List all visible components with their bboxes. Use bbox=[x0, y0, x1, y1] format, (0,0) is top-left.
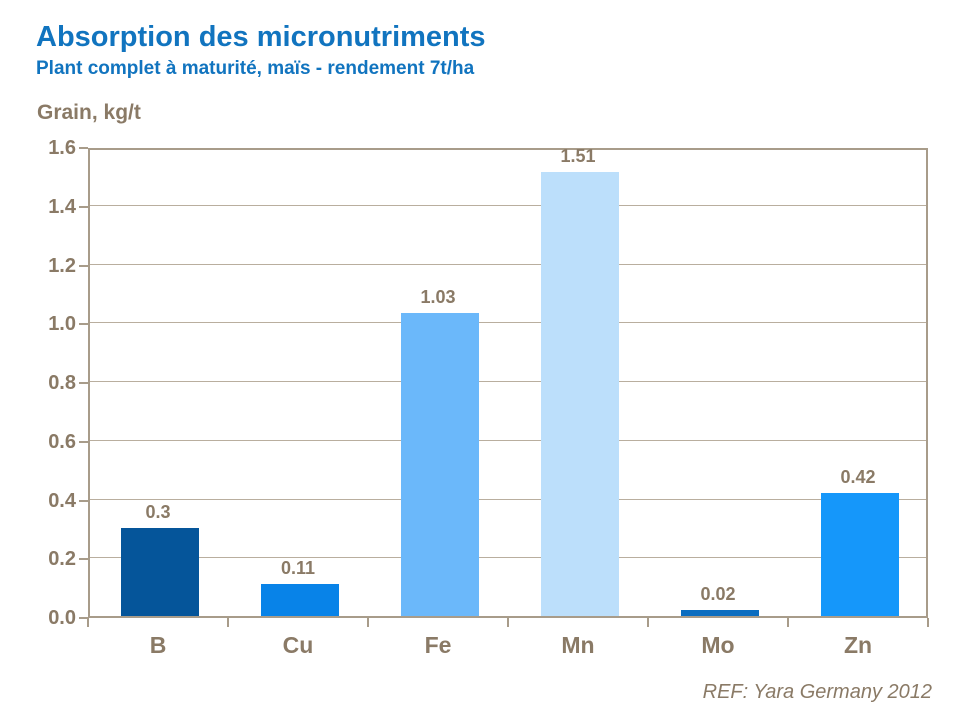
ytick-mark-0.8 bbox=[79, 382, 88, 384]
bar-Zn bbox=[821, 493, 899, 616]
bar-Fe bbox=[401, 313, 479, 616]
ytick-label-0.2: 0.2 bbox=[48, 548, 76, 571]
ytick-mark-1.0 bbox=[79, 323, 88, 326]
xtick-mark-5 bbox=[787, 618, 789, 627]
xcat-label-Cu: Cu bbox=[282, 632, 314, 658]
xcat-label-Mn: Mn bbox=[561, 632, 595, 658]
reference-text: REF: Yara Germany 2012 bbox=[702, 681, 932, 703]
gridline-y-0.8 bbox=[90, 381, 926, 382]
bar-value-label-B: 0.3 bbox=[145, 502, 171, 522]
ytick-mark-0.2 bbox=[79, 558, 88, 561]
bar-value-label-Fe: 1.03 bbox=[420, 287, 456, 307]
gridline-y-1.4 bbox=[90, 204, 926, 206]
bar-B bbox=[121, 528, 199, 616]
ytick-mark-0.4 bbox=[79, 499, 88, 502]
gridline-y-1.2 bbox=[90, 263, 926, 265]
bar-value-label-Cu: 0.11 bbox=[280, 558, 316, 578]
ytick-label-0.4: 0.4 bbox=[48, 489, 76, 512]
ytick-label-1.6: 1.6 bbox=[48, 137, 76, 159]
chart-title: Absorption des micronutriments bbox=[36, 21, 486, 53]
ytick-label-0.8: 0.8 bbox=[48, 372, 76, 394]
xtick-mark-6 bbox=[927, 618, 929, 627]
bar-Mo bbox=[681, 610, 759, 616]
xtick-mark-3 bbox=[507, 618, 509, 627]
xtick-mark-0 bbox=[87, 618, 89, 627]
xcat-label-B: B bbox=[149, 632, 167, 658]
xtick-mark-2 bbox=[367, 618, 369, 627]
xcat-label-Mo: Mo bbox=[701, 632, 735, 658]
chart-subtitle: Plant complet à maturité, maïs - rendeme… bbox=[36, 58, 475, 79]
ytick-label-1.4: 1.4 bbox=[48, 195, 76, 218]
bar-value-label-Mo: 0.02 bbox=[700, 584, 736, 604]
xtick-mark-1 bbox=[227, 618, 229, 627]
ytick-mark-1.4 bbox=[79, 205, 88, 208]
ytick-label-0.0: 0.0 bbox=[48, 607, 76, 629]
ytick-mark-1.2 bbox=[79, 264, 88, 267]
gridline-y-0.2 bbox=[90, 557, 926, 559]
ytick-label-0.6: 0.6 bbox=[48, 430, 76, 453]
bar-value-label-Mn: 1.51 bbox=[560, 146, 596, 166]
bar-Mn bbox=[541, 172, 619, 616]
xcat-label-Zn: Zn bbox=[843, 632, 873, 658]
y-axis-title: Grain, kg/t bbox=[37, 101, 141, 124]
bar-value-label-Zn: 0.42 bbox=[840, 467, 876, 487]
ytick-label-1.2: 1.2 bbox=[48, 254, 76, 277]
bar-Cu bbox=[261, 584, 339, 616]
gridline-y-0.4 bbox=[90, 498, 926, 500]
ytick-mark-0.0 bbox=[79, 617, 88, 619]
ytick-mark-0.6 bbox=[79, 440, 88, 443]
gridline-y-1.0 bbox=[90, 322, 926, 324]
gridline-y-0.6 bbox=[90, 439, 926, 441]
plot-area bbox=[88, 148, 928, 618]
ytick-mark-1.6 bbox=[79, 147, 88, 149]
xtick-mark-4 bbox=[647, 618, 649, 627]
ytick-label-1.0: 1.0 bbox=[48, 313, 76, 336]
xcat-label-Fe: Fe bbox=[424, 632, 452, 658]
